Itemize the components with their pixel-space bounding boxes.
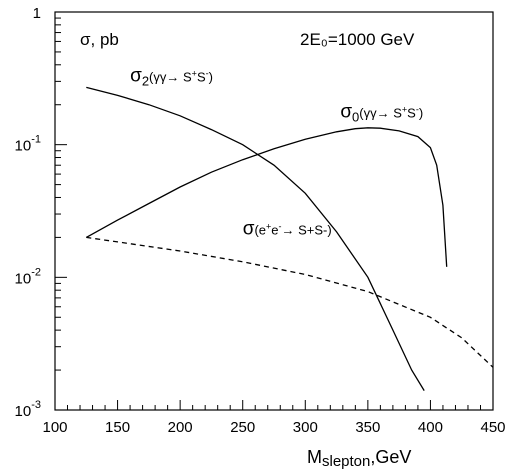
y-tick-label: 10-3 xyxy=(15,399,41,420)
y-axis-annotation: σ, pb xyxy=(80,30,119,49)
series-group xyxy=(85,86,494,391)
sigma0-curve xyxy=(85,127,448,267)
sigma0-label: σ0(γγ→ S+S-) xyxy=(340,102,423,125)
x-tick-label: 250 xyxy=(230,419,255,436)
x-axis-label-sub: slepton xyxy=(322,453,370,470)
axis-ticks: 100 150 200 250 300 350 400 450 10-3 10-2 10-1 1 xyxy=(15,5,506,436)
sigma2-curve xyxy=(86,86,425,391)
curve-labels: σ2(γγ→ S+S-) σ0(γγ→ S+S-) σ(e+e-→ S+S-) xyxy=(130,65,423,239)
energy-annotation: 2E₀=1000 GeV xyxy=(300,30,415,49)
plot-frame xyxy=(54,11,494,411)
x-tick-label: 100 xyxy=(42,419,67,436)
x-axis-label-rest: ,GeV xyxy=(370,447,411,467)
y-tick-label: 10-2 xyxy=(15,266,41,287)
x-tick-label: 200 xyxy=(168,419,193,436)
x-axis-label: Mslepton,GeV xyxy=(307,447,411,470)
x-tick-label: 350 xyxy=(355,419,380,436)
sigma2-label: σ2(γγ→ S+S-) xyxy=(130,65,213,88)
y-tick-label: 1 xyxy=(33,5,41,22)
sigma-ee-label: σ(e+e-→ S+S-) xyxy=(243,219,332,240)
x-tick-label: 300 xyxy=(293,419,318,436)
x-tick-label: 450 xyxy=(480,419,505,436)
sigma-ee-curve xyxy=(86,236,494,368)
x-axis-label-main: M xyxy=(307,447,322,467)
x-tick-label: 400 xyxy=(418,419,443,436)
y-tick-label: 10-1 xyxy=(15,134,41,155)
x-tick-label: 150 xyxy=(105,419,130,436)
